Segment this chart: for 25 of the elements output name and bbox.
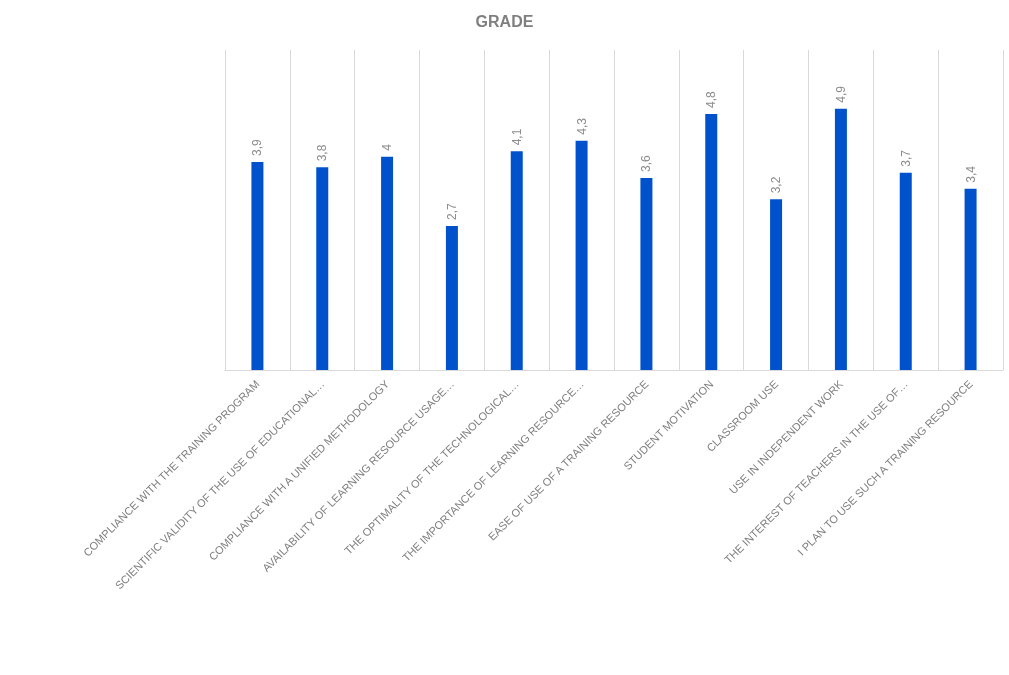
bar [251,162,264,370]
bar [899,172,912,370]
bar [575,140,588,370]
bar [316,167,329,370]
data-label: 3,2 [769,176,784,194]
data-label: 3,6 [639,154,654,172]
bar [964,188,977,370]
data-label: 4 [380,143,395,151]
bar [640,178,653,370]
bar [445,226,458,370]
bar [770,199,783,370]
data-label: 2,7 [444,202,459,220]
data-label: 4,3 [574,117,589,135]
data-label: 3,4 [963,165,978,183]
chart-title: GRADE [475,12,534,30]
data-label: 3,9 [250,138,265,156]
bar [510,151,523,370]
bar [381,156,394,370]
bar [705,114,718,370]
data-label: 4,9 [833,85,848,103]
bar [834,108,847,370]
data-label: 3,8 [315,144,330,162]
data-label: 4,8 [704,90,719,108]
data-label: 4,1 [509,128,524,146]
data-label: 3,7 [898,149,913,167]
